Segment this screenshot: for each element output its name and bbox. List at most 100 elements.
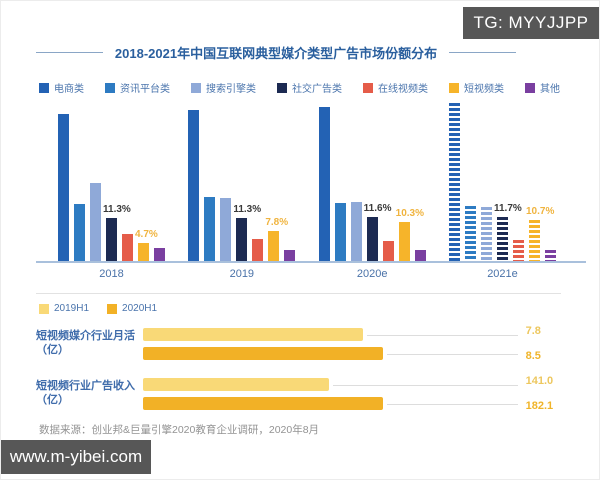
bar-资讯平台类-2018	[74, 204, 85, 261]
legend-label: 在线视频类	[378, 80, 428, 95]
bar-value-label: 11.7%	[494, 204, 522, 214]
legend-swatch-icon	[107, 304, 117, 314]
bar-其他-2019	[284, 250, 295, 261]
bar-value-label: 11.3%	[103, 205, 131, 215]
bar-其他-2021e	[545, 250, 556, 261]
bar-资讯平台类-2020e	[335, 203, 346, 261]
bar-社交广告类-2021e: 11.7%	[497, 217, 508, 261]
legend-swatch-icon	[39, 304, 49, 314]
bar-资讯平台类-2021e	[465, 206, 476, 261]
h-row-1: 短视频行业广告收入（亿） 141.0 182.1	[36, 375, 576, 413]
legend-label: 短视频类	[464, 80, 504, 95]
legend-item-电商类: 电商类	[39, 80, 84, 95]
chart-title-row: 2018-2021年中国互联网典型媒介类型广告市场份额分布	[36, 43, 516, 62]
bar-group-2021e: 11.7% 10.7%	[449, 99, 556, 261]
legend-item-在线视频类: 在线视频类	[363, 80, 428, 95]
legend-swatch-icon	[105, 83, 115, 93]
h-bar-2020H1	[143, 397, 383, 410]
h-bar-value: 8.5	[526, 350, 576, 363]
legend-label: 其他	[540, 80, 560, 95]
legend-label: 搜索引擎类	[206, 80, 256, 95]
data-source-note: 数据来源：创业邦&巨量引擎2020教育企业调研，2020年8月	[39, 422, 319, 437]
bar-电商类-2020e	[319, 107, 330, 261]
legend-swatch-icon	[363, 83, 373, 93]
legend-label: 社交广告类	[292, 80, 342, 95]
x-axis-label-2018: 2018	[58, 268, 165, 280]
h-bar-2019H1	[143, 328, 363, 341]
bar-group-2019: 11.3% 7.8%	[188, 99, 295, 261]
bar-value-label: 10.7%	[526, 207, 554, 217]
h-bar-value: 141.0	[526, 375, 576, 388]
bar-其他-2018	[154, 248, 165, 261]
h-bar-2020H1	[143, 347, 383, 360]
h-bar-2019H1	[143, 378, 329, 391]
h-row-0: 短视频媒介行业月活（亿） 7.8 8.5	[36, 325, 576, 363]
bar-社交广告类-2018: 11.3%	[106, 218, 117, 261]
legend-item-2019H1: 2019H1	[39, 303, 89, 314]
h-row-label: 短视频行业广告收入（亿）	[36, 380, 143, 408]
bar-value-label: 10.3%	[396, 209, 424, 219]
legend-swatch-icon	[449, 83, 459, 93]
page-title: 2018-2021年中国互联网典型媒介类型广告市场份额分布	[103, 43, 449, 62]
bar-搜索引擎类-2019	[220, 198, 231, 261]
bar-电商类-2019	[188, 110, 199, 261]
h-bar-value: 7.8	[526, 325, 576, 338]
bar-value-label: 7.8%	[265, 218, 288, 228]
bar-在线视频类-2019	[252, 239, 263, 261]
leader-line	[367, 335, 518, 336]
legend-swatch-icon	[39, 83, 49, 93]
main-bar-chart: 11.3% 4.7% 11.3% 7.8% 11.6% 10.3% 11.7% 10.7% 2…	[36, 101, 586, 280]
bar-在线视频类-2018	[122, 234, 133, 261]
legend-label: 2020H1	[122, 303, 157, 314]
legend-item-资讯平台类: 资讯平台类	[105, 80, 170, 95]
lower-chart-legend: 2019H1 2020H1	[39, 303, 157, 314]
legend-item-社交广告类: 社交广告类	[277, 80, 342, 95]
bar-社交广告类-2020e: 11.6%	[367, 217, 378, 261]
bar-社交广告类-2019: 11.3%	[236, 218, 247, 261]
bar-电商类-2018	[58, 114, 69, 261]
bar-value-label: 11.3%	[233, 205, 261, 215]
bar-短视频类-2021e: 10.7%	[529, 220, 540, 261]
lower-bar-chart: 短视频媒介行业月活（亿） 7.8 8.5 短视频行业广告收入（亿） 141.0 182.1	[36, 325, 576, 425]
legend-label: 电商类	[54, 80, 84, 95]
h-bar-value: 182.1	[526, 400, 576, 413]
h-bar-track	[143, 397, 518, 410]
legend-item-搜索引擎类: 搜索引擎类	[191, 80, 256, 95]
legend-item-短视频类: 短视频类	[449, 80, 504, 95]
leader-line	[333, 385, 518, 386]
legend-label: 资讯平台类	[120, 80, 170, 95]
bar-在线视频类-2021e	[513, 240, 524, 261]
bar-groups: 11.3% 4.7% 11.3% 7.8% 11.6% 10.3% 11.7% 10.7%	[36, 101, 586, 263]
watermark-website: www.m-yibei.com	[1, 440, 151, 474]
x-axis-labels: 201820192020e2021e	[36, 268, 586, 280]
bar-group-2018: 11.3% 4.7%	[58, 99, 165, 261]
main-chart-legend: 电商类 资讯平台类 搜索引擎类 社交广告类 在线视频类 短视频类 其他	[39, 80, 560, 95]
legend-item-其他: 其他	[525, 80, 560, 95]
bar-短视频类-2019: 7.8%	[268, 231, 279, 261]
watermark-telegram: TG: MYYJJPP	[463, 7, 599, 39]
legend-swatch-icon	[277, 83, 287, 93]
bar-资讯平台类-2019	[204, 197, 215, 261]
h-bar-track	[143, 328, 518, 341]
bar-搜索引擎类-2020e	[351, 202, 362, 261]
bar-短视频类-2018: 4.7%	[138, 243, 149, 261]
bar-电商类-2021e	[449, 103, 460, 261]
leader-line	[387, 404, 518, 405]
title-right-rule	[449, 52, 516, 53]
x-axis-label-2020e: 2020e	[319, 268, 426, 280]
bar-在线视频类-2020e	[383, 241, 394, 261]
x-axis-label-2019: 2019	[188, 268, 295, 280]
bar-其他-2020e	[415, 250, 426, 261]
legend-swatch-icon	[191, 83, 201, 93]
legend-swatch-icon	[525, 83, 535, 93]
bar-group-2020e: 11.6% 10.3%	[319, 99, 426, 261]
h-row-label: 短视频媒介行业月活（亿）	[36, 330, 143, 358]
title-left-rule	[36, 52, 103, 53]
h-bar-track	[143, 378, 518, 391]
section-divider	[36, 293, 561, 294]
leader-line	[387, 354, 518, 355]
page: { "watermarks": { "top_right": "TG: MYYJ…	[0, 0, 600, 480]
h-bar-track	[143, 347, 518, 360]
bar-搜索引擎类-2021e	[481, 207, 492, 261]
bar-value-label: 11.6%	[364, 204, 392, 214]
